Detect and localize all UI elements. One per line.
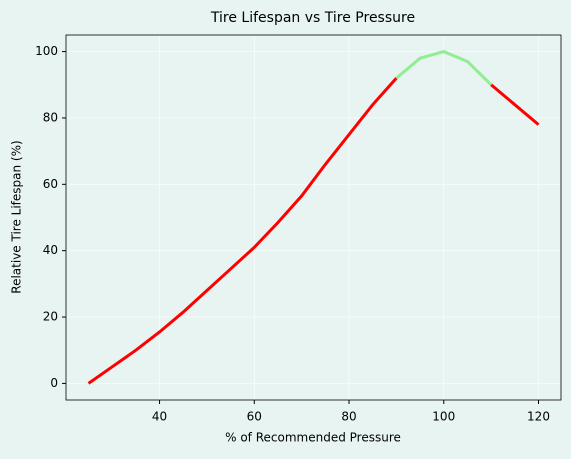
y-tick-label: 80 <box>43 110 58 124</box>
x-tick-label: 60 <box>247 410 262 424</box>
y-tick-label: 60 <box>43 177 58 191</box>
y-axis-label: Relative Tire Lifespan (%) <box>10 140 24 293</box>
x-tick-label: 40 <box>152 410 167 424</box>
y-tick-label: 0 <box>50 376 58 390</box>
x-axis-label: % of Recommended Pressure <box>225 431 401 445</box>
x-tick-label: 80 <box>341 410 356 424</box>
data-line <box>87 77 540 385</box>
plot-frame <box>65 34 562 401</box>
chart-title: Tire Lifespan vs Tire Pressure <box>210 10 415 26</box>
y-tick-label: 40 <box>43 243 58 257</box>
x-tick-label: 120 <box>527 410 550 424</box>
data-line <box>395 50 493 86</box>
y-tick-label: 20 <box>43 310 58 324</box>
y-tick-label: 100 <box>35 44 58 58</box>
x-tick-label: 100 <box>432 410 455 424</box>
